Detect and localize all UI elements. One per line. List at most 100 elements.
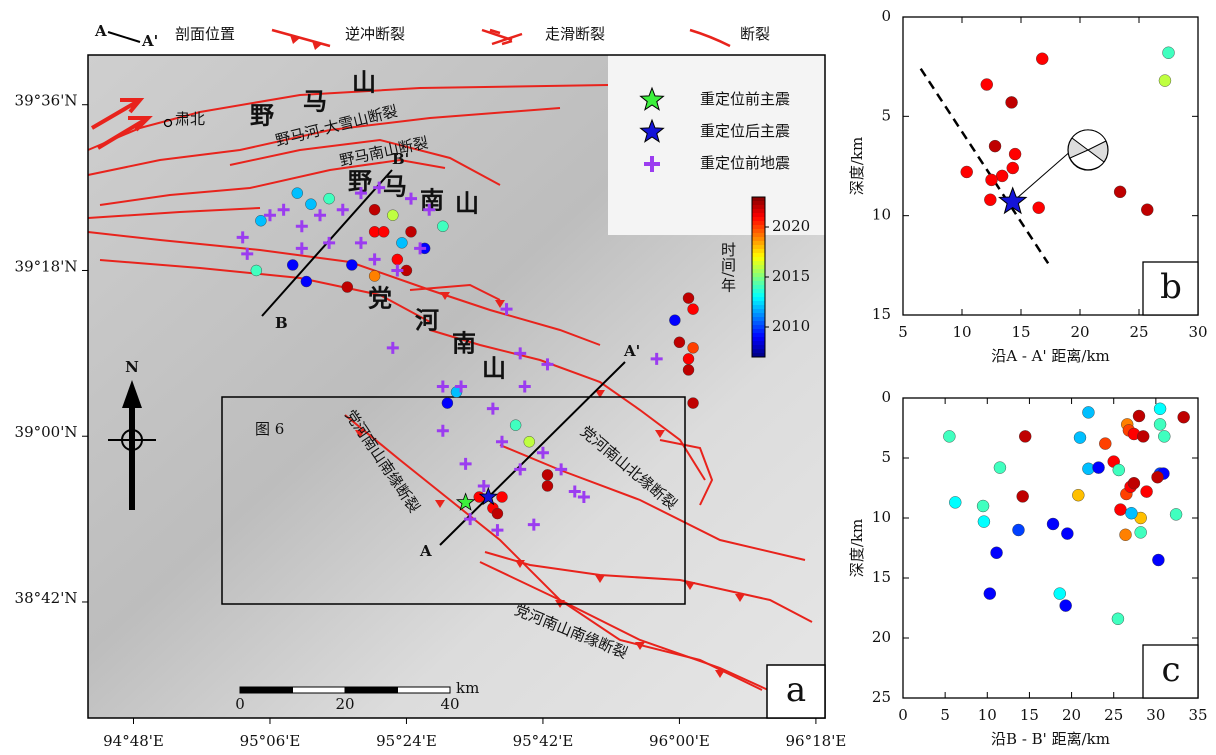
event: [943, 430, 955, 442]
colorbar-segment: [752, 317, 765, 321]
colorbar-segment: [752, 349, 765, 353]
colorbar-label: 时间/年: [719, 242, 737, 292]
y-tick-label: 39°00'N: [15, 423, 78, 441]
event: [1154, 403, 1166, 415]
x-tick-label: 0: [898, 706, 908, 724]
colorbar-segment: [752, 273, 765, 277]
relocated-event: [437, 221, 448, 232]
event: [981, 79, 993, 91]
y-axis-label: 深度/km: [848, 137, 866, 195]
panel-label: c: [1161, 650, 1180, 690]
legend-text: 重定位后主震: [700, 122, 790, 140]
scale-bar-segment: [345, 687, 398, 693]
relocated-event: [683, 364, 694, 375]
legend-symbol: [108, 32, 140, 42]
panel-label: b: [1160, 267, 1182, 307]
y-tick-label: 15: [872, 568, 891, 586]
event: [984, 588, 996, 600]
event: [1047, 518, 1059, 530]
event: [989, 140, 1001, 152]
x-tick-label: 20: [1062, 706, 1081, 724]
x-tick-label: 10: [978, 706, 997, 724]
event: [1113, 464, 1125, 476]
scale-bar-label: 0: [235, 695, 245, 713]
event: [1163, 47, 1175, 59]
map-label: 马: [303, 87, 327, 116]
colorbar-segment: [752, 245, 765, 249]
map-label: 山: [482, 354, 506, 383]
x-tick-label: 15: [1020, 706, 1039, 724]
x-tick-label: 25: [1104, 706, 1123, 724]
event: [1135, 526, 1147, 538]
x-tick-label: 95°06'E: [240, 732, 301, 750]
relocated-event: [542, 469, 553, 480]
colorbar-segment: [752, 301, 765, 305]
event: [994, 462, 1006, 474]
event: [961, 166, 973, 178]
event: [1099, 438, 1111, 450]
relocated-event: [406, 226, 417, 237]
panel-label: a: [786, 670, 806, 710]
event: [1006, 96, 1018, 108]
colorbar-segment: [752, 257, 765, 261]
relocated-event: [688, 304, 699, 315]
colorbar-segment: [752, 269, 765, 273]
map-label: 野: [250, 101, 274, 130]
relocated-event: [510, 420, 521, 431]
event: [1114, 504, 1126, 516]
event: [1007, 162, 1019, 174]
y-tick-label: 5: [881, 448, 891, 466]
event: [977, 500, 989, 512]
event: [1033, 202, 1045, 214]
x-tick-label: 95°42'E: [513, 732, 574, 750]
map-label: B: [275, 314, 288, 332]
event: [1112, 613, 1124, 625]
scale-bar-unit: km: [456, 679, 479, 697]
relocated-event: [342, 282, 353, 293]
legend-text: 逆冲断裂: [345, 25, 405, 43]
map-label: 肃北: [175, 110, 205, 128]
colorbar-segment: [752, 305, 765, 309]
x-tick-label: 96°18'E: [786, 732, 847, 750]
event: [984, 194, 996, 206]
x-tick-label: 94°48'E: [103, 732, 164, 750]
y-tick-label: 0: [881, 7, 891, 25]
relocated-event: [396, 237, 407, 248]
y-axis-label: 深度/km: [848, 519, 866, 577]
relocated-event: [292, 188, 303, 199]
colorbar-segment: [752, 341, 765, 345]
relocated-event: [442, 398, 453, 409]
x-tick-label: 95°24'E: [376, 732, 437, 750]
relocated-event: [392, 254, 403, 265]
event: [1178, 411, 1190, 423]
event: [1061, 528, 1073, 540]
y-tick-label: 15: [872, 305, 891, 323]
colorbar-segment: [752, 233, 765, 237]
event: [986, 174, 998, 186]
colorbar-segment: [752, 265, 765, 269]
colorbar-tick-label: 2015: [772, 267, 810, 285]
x-tick-label: 15: [1011, 323, 1030, 341]
event: [1009, 148, 1021, 160]
legend-text: 断裂: [740, 25, 770, 43]
event: [996, 170, 1008, 182]
colorbar-segment: [752, 237, 765, 241]
relocated-event: [542, 480, 553, 491]
colorbar-segment: [752, 213, 765, 217]
event: [1141, 486, 1153, 498]
relocated-event: [255, 215, 266, 226]
event: [1114, 186, 1126, 198]
map-label: 党: [368, 284, 392, 313]
y-tick-label: 10: [872, 508, 891, 526]
colorbar-segment: [752, 277, 765, 281]
event: [1152, 554, 1164, 566]
relocated-event: [369, 271, 380, 282]
x-tick-label: 30: [1188, 323, 1207, 341]
relocated-event: [301, 276, 312, 287]
map-label: 马: [383, 172, 407, 201]
relocated-event: [524, 436, 535, 447]
scale-bar-segment: [240, 687, 293, 693]
colorbar-tick-label: 2010: [772, 317, 810, 335]
relocated-event: [674, 337, 685, 348]
colorbar-segment: [752, 285, 765, 289]
